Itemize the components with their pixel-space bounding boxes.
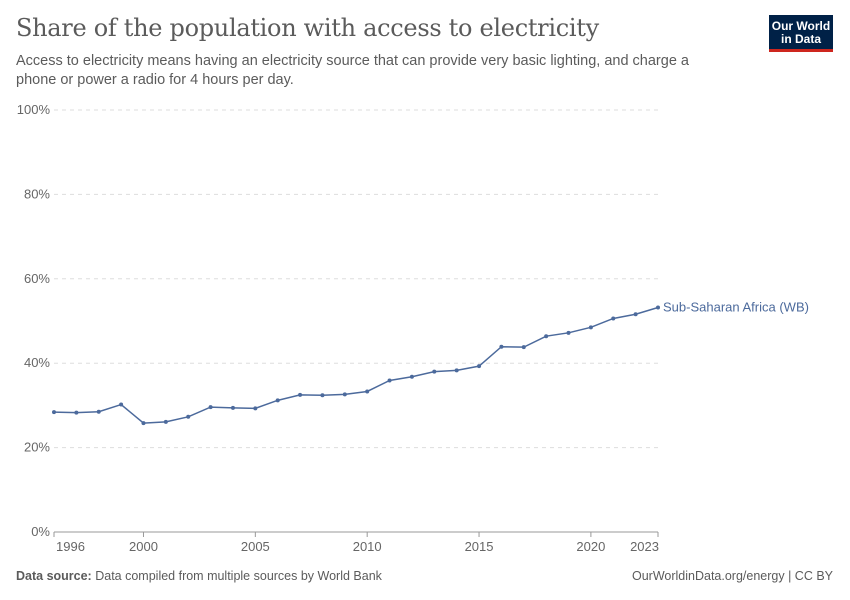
data-point	[588, 325, 593, 330]
data-point	[230, 405, 235, 410]
data-point	[186, 414, 191, 419]
data-source: Data source: Data compiled from multiple…	[16, 569, 382, 583]
data-point	[320, 393, 325, 398]
x-tick-label: 2000	[129, 539, 158, 554]
source-text: Data compiled from multiple sources by W…	[95, 569, 382, 583]
data-point	[544, 334, 549, 339]
data-point	[275, 398, 280, 403]
data-point	[432, 369, 437, 374]
data-point	[253, 406, 258, 411]
data-point	[298, 392, 303, 397]
data-point	[499, 344, 504, 349]
data-point	[119, 402, 124, 407]
x-tick-label: 2010	[353, 539, 382, 554]
data-point	[208, 405, 213, 410]
data-point	[141, 421, 146, 426]
data-point	[611, 316, 616, 321]
data-point	[521, 345, 526, 350]
x-tick-label: 1996	[56, 539, 85, 554]
data-point	[163, 419, 168, 424]
chart-title: Share of the population with access to e…	[16, 14, 599, 42]
data-point	[387, 378, 392, 383]
data-point	[633, 312, 638, 317]
data-point	[96, 409, 101, 414]
data-point	[342, 392, 347, 397]
y-tick-label: 0%	[31, 524, 50, 539]
x-tick-label: 2023	[630, 539, 659, 554]
data-point	[52, 410, 56, 415]
data-point	[566, 330, 571, 335]
x-tick-label: 2005	[241, 539, 270, 554]
data-point	[656, 305, 660, 310]
series-label: Sub-Saharan Africa (WB)	[663, 299, 809, 314]
data-point	[74, 410, 79, 415]
source-label: Data source:	[16, 569, 92, 583]
y-tick-label: 100%	[17, 102, 51, 117]
data-point	[477, 364, 482, 369]
x-tick-label: 2015	[465, 539, 494, 554]
y-tick-label: 20%	[24, 440, 50, 455]
credit-link[interactable]: OurWorldinData.org/energy | CC BY	[631, 569, 833, 583]
y-tick-label: 40%	[24, 355, 50, 370]
data-point	[454, 368, 459, 373]
series-line	[53, 306, 659, 424]
chart-subtitle: Access to electricity means having an el…	[16, 53, 689, 88]
y-tick-label: 80%	[24, 186, 50, 201]
y-tick-label: 60%	[24, 271, 50, 286]
owid-logo[interactable]: Our World in Data	[769, 15, 833, 52]
x-tick-label: 2020	[576, 539, 605, 554]
data-point	[409, 374, 414, 379]
data-point	[365, 389, 370, 394]
